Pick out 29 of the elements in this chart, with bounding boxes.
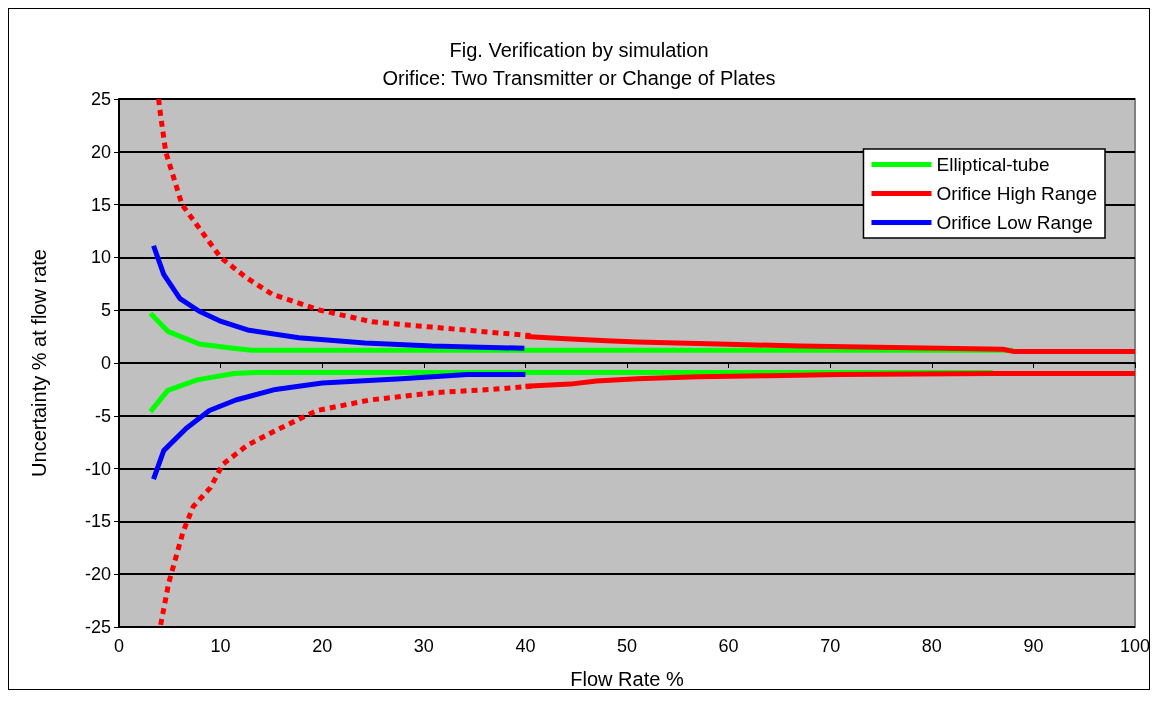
y-axis-title: Uncertainty % at flow rate — [28, 249, 50, 477]
x-tick-label: 10 — [210, 636, 231, 656]
chart-subtitle: Orifice: Two Transmitter or Change of Plates — [382, 67, 776, 89]
y-tick-label: -5 — [94, 405, 111, 426]
x-tick-label: 90 — [1023, 636, 1044, 656]
y-tick-label: 15 — [90, 194, 111, 215]
x-tick-label: 60 — [718, 636, 739, 656]
legend-label: Orifice Low Range — [936, 212, 1093, 233]
y-tick-label: 25 — [90, 89, 111, 109]
y-tick-label: -10 — [84, 458, 111, 479]
y-tick-label: -15 — [84, 511, 111, 532]
y-tick-label: -25 — [84, 617, 111, 637]
x-axis-title: Flow Rate % — [570, 668, 684, 690]
x-tick-label: 20 — [312, 636, 333, 656]
y-tick-label: 5 — [100, 300, 111, 321]
legend-label: Orifice High Range — [936, 183, 1098, 204]
legend-label: Elliptical-tube — [936, 154, 1050, 175]
x-tick-label: 80 — [921, 636, 942, 656]
y-tick-label: 20 — [90, 141, 111, 162]
x-tick-label: 70 — [820, 636, 841, 656]
x-tick-label: 30 — [413, 636, 434, 656]
x-tick-label: 0 — [113, 636, 125, 656]
x-tick-label: 40 — [515, 636, 536, 656]
x-tick-label: 50 — [616, 636, 638, 656]
y-tick-label: 10 — [90, 247, 111, 268]
y-tick-label: -20 — [84, 564, 111, 585]
y-tick-label: 0 — [100, 353, 111, 373]
chart-title: Fig. Verification by simulation — [449, 39, 709, 61]
x-tick-label: 100 — [1119, 636, 1151, 656]
